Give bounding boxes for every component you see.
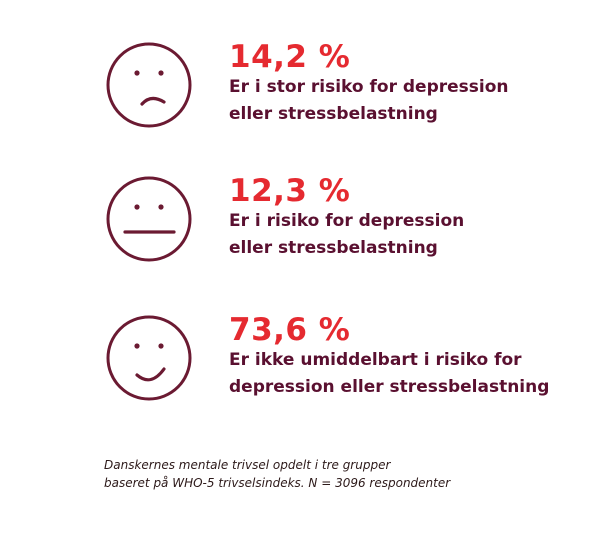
- caption-line-1: Danskernes mentale trivsel opdelt i tre …: [104, 458, 391, 472]
- figure-caption: Danskernes mentale trivsel opdelt i tre …: [104, 456, 450, 492]
- stat-description-line-2: eller stressbelastning: [229, 104, 438, 124]
- stat-percent: 73,6 %: [229, 312, 351, 348]
- caption-line-2: baseret på WHO-5 trivselsindeks. N = 309…: [104, 476, 451, 490]
- stat-row-high-risk: 14,2 % Er i stor risiko for depression e…: [104, 40, 584, 140]
- stat-description-line-1: Er ikke umiddelbart i risiko for: [229, 350, 522, 370]
- stat-text: 14,2 % Er i stor risiko for depression e…: [229, 40, 509, 128]
- stat-row-risk: 12,3 % Er i risiko for depression eller …: [104, 174, 584, 274]
- stat-text: 73,6 % Er ikke umiddelbart i risiko for …: [229, 313, 549, 401]
- stat-percent: 14,2 %: [229, 39, 351, 75]
- stat-description-line-2: depression eller stressbelastning: [229, 377, 550, 397]
- stat-row-no-risk: 73,6 % Er ikke umiddelbart i risiko for …: [104, 313, 584, 413]
- stat-text: 12,3 % Er i risiko for depression eller …: [229, 174, 464, 262]
- stat-description-line-1: Er i risiko for depression: [229, 211, 465, 231]
- sad-face-icon: [106, 42, 192, 128]
- happy-face-icon: [106, 315, 192, 401]
- stat-description-line-2: eller stressbelastning: [229, 238, 438, 258]
- stat-percent: 12,3 %: [229, 173, 351, 209]
- neutral-face-icon: [106, 176, 192, 262]
- stat-description-line-1: Er i stor risiko for depression: [229, 77, 509, 97]
